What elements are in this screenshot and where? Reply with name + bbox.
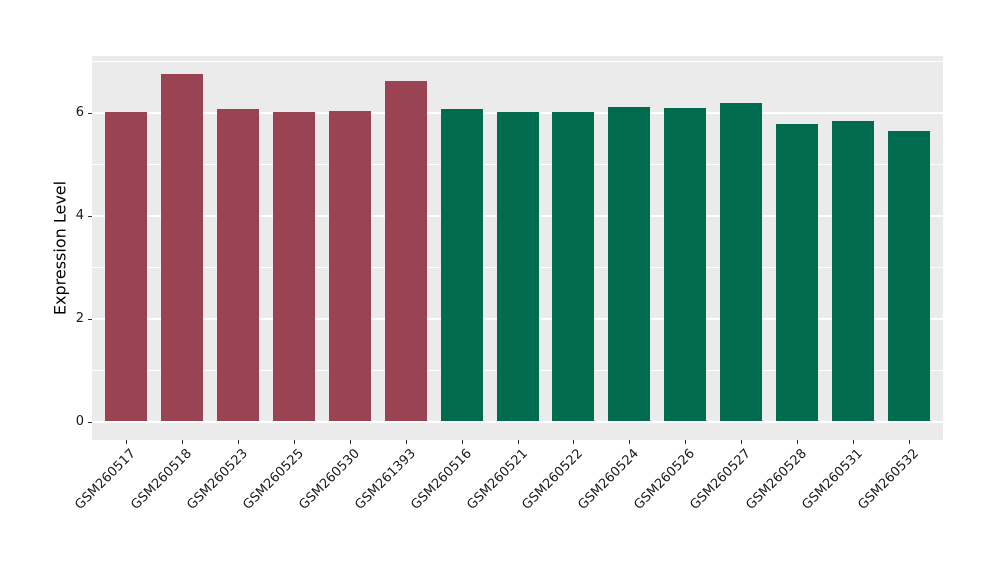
- x-tick-mark-GSM260525: [293, 440, 295, 444]
- gridline-7: [92, 61, 943, 63]
- x-tick-mark-GSM260531: [853, 440, 855, 444]
- y-axis-title: Expression Level: [50, 180, 70, 316]
- bar-GSM260531: [832, 121, 875, 422]
- x-tick-mark-GSM260521: [517, 440, 519, 444]
- y-tick-mark-2: [87, 318, 92, 320]
- bar-GSM260517: [104, 111, 147, 422]
- x-tick-mark-GSM260527: [741, 440, 743, 444]
- bar-GSM261393: [384, 81, 427, 422]
- gridline-0: [92, 420, 943, 423]
- bar-GSM260518: [160, 74, 203, 422]
- bar-GSM260523: [216, 108, 259, 422]
- x-tick-mark-GSM260516: [461, 440, 463, 444]
- bar-GSM260522: [552, 111, 595, 422]
- y-tick-label-2: 2: [75, 311, 84, 327]
- y-tick-mark-4: [87, 215, 92, 217]
- x-tick-mark-GSM260522: [573, 440, 575, 444]
- bar-GSM260521: [496, 112, 539, 422]
- y-tick-label-4: 4: [75, 208, 84, 224]
- x-tick-mark-GSM260528: [797, 440, 799, 444]
- bar-GSM260526: [664, 107, 707, 422]
- bar-GSM260528: [776, 123, 819, 422]
- x-tick-mark-GSM260530: [349, 440, 351, 444]
- bar-GSM260516: [440, 108, 483, 422]
- x-tick-mark-GSM260517: [125, 440, 127, 444]
- y-tick-label-0: 0: [75, 414, 84, 429]
- bar-GSM260532: [888, 130, 931, 422]
- x-tick-mark-GSM261393: [405, 440, 407, 444]
- y-tick-label-6: 6: [75, 105, 84, 121]
- y-tick-mark-6: [87, 112, 92, 114]
- x-tick-mark-GSM260532: [909, 440, 911, 444]
- bar-GSM260525: [272, 111, 315, 422]
- x-tick-mark-GSM260518: [181, 440, 183, 444]
- plot-panel: [92, 56, 943, 440]
- bar-GSM260524: [608, 106, 651, 422]
- x-tick-mark-GSM260524: [629, 440, 631, 444]
- x-tick-mark-GSM260523: [237, 440, 239, 444]
- bar-GSM260530: [328, 111, 371, 422]
- bar-GSM260527: [720, 103, 763, 422]
- y-tick-mark-0: [87, 421, 92, 423]
- x-tick-mark-GSM260526: [685, 440, 687, 444]
